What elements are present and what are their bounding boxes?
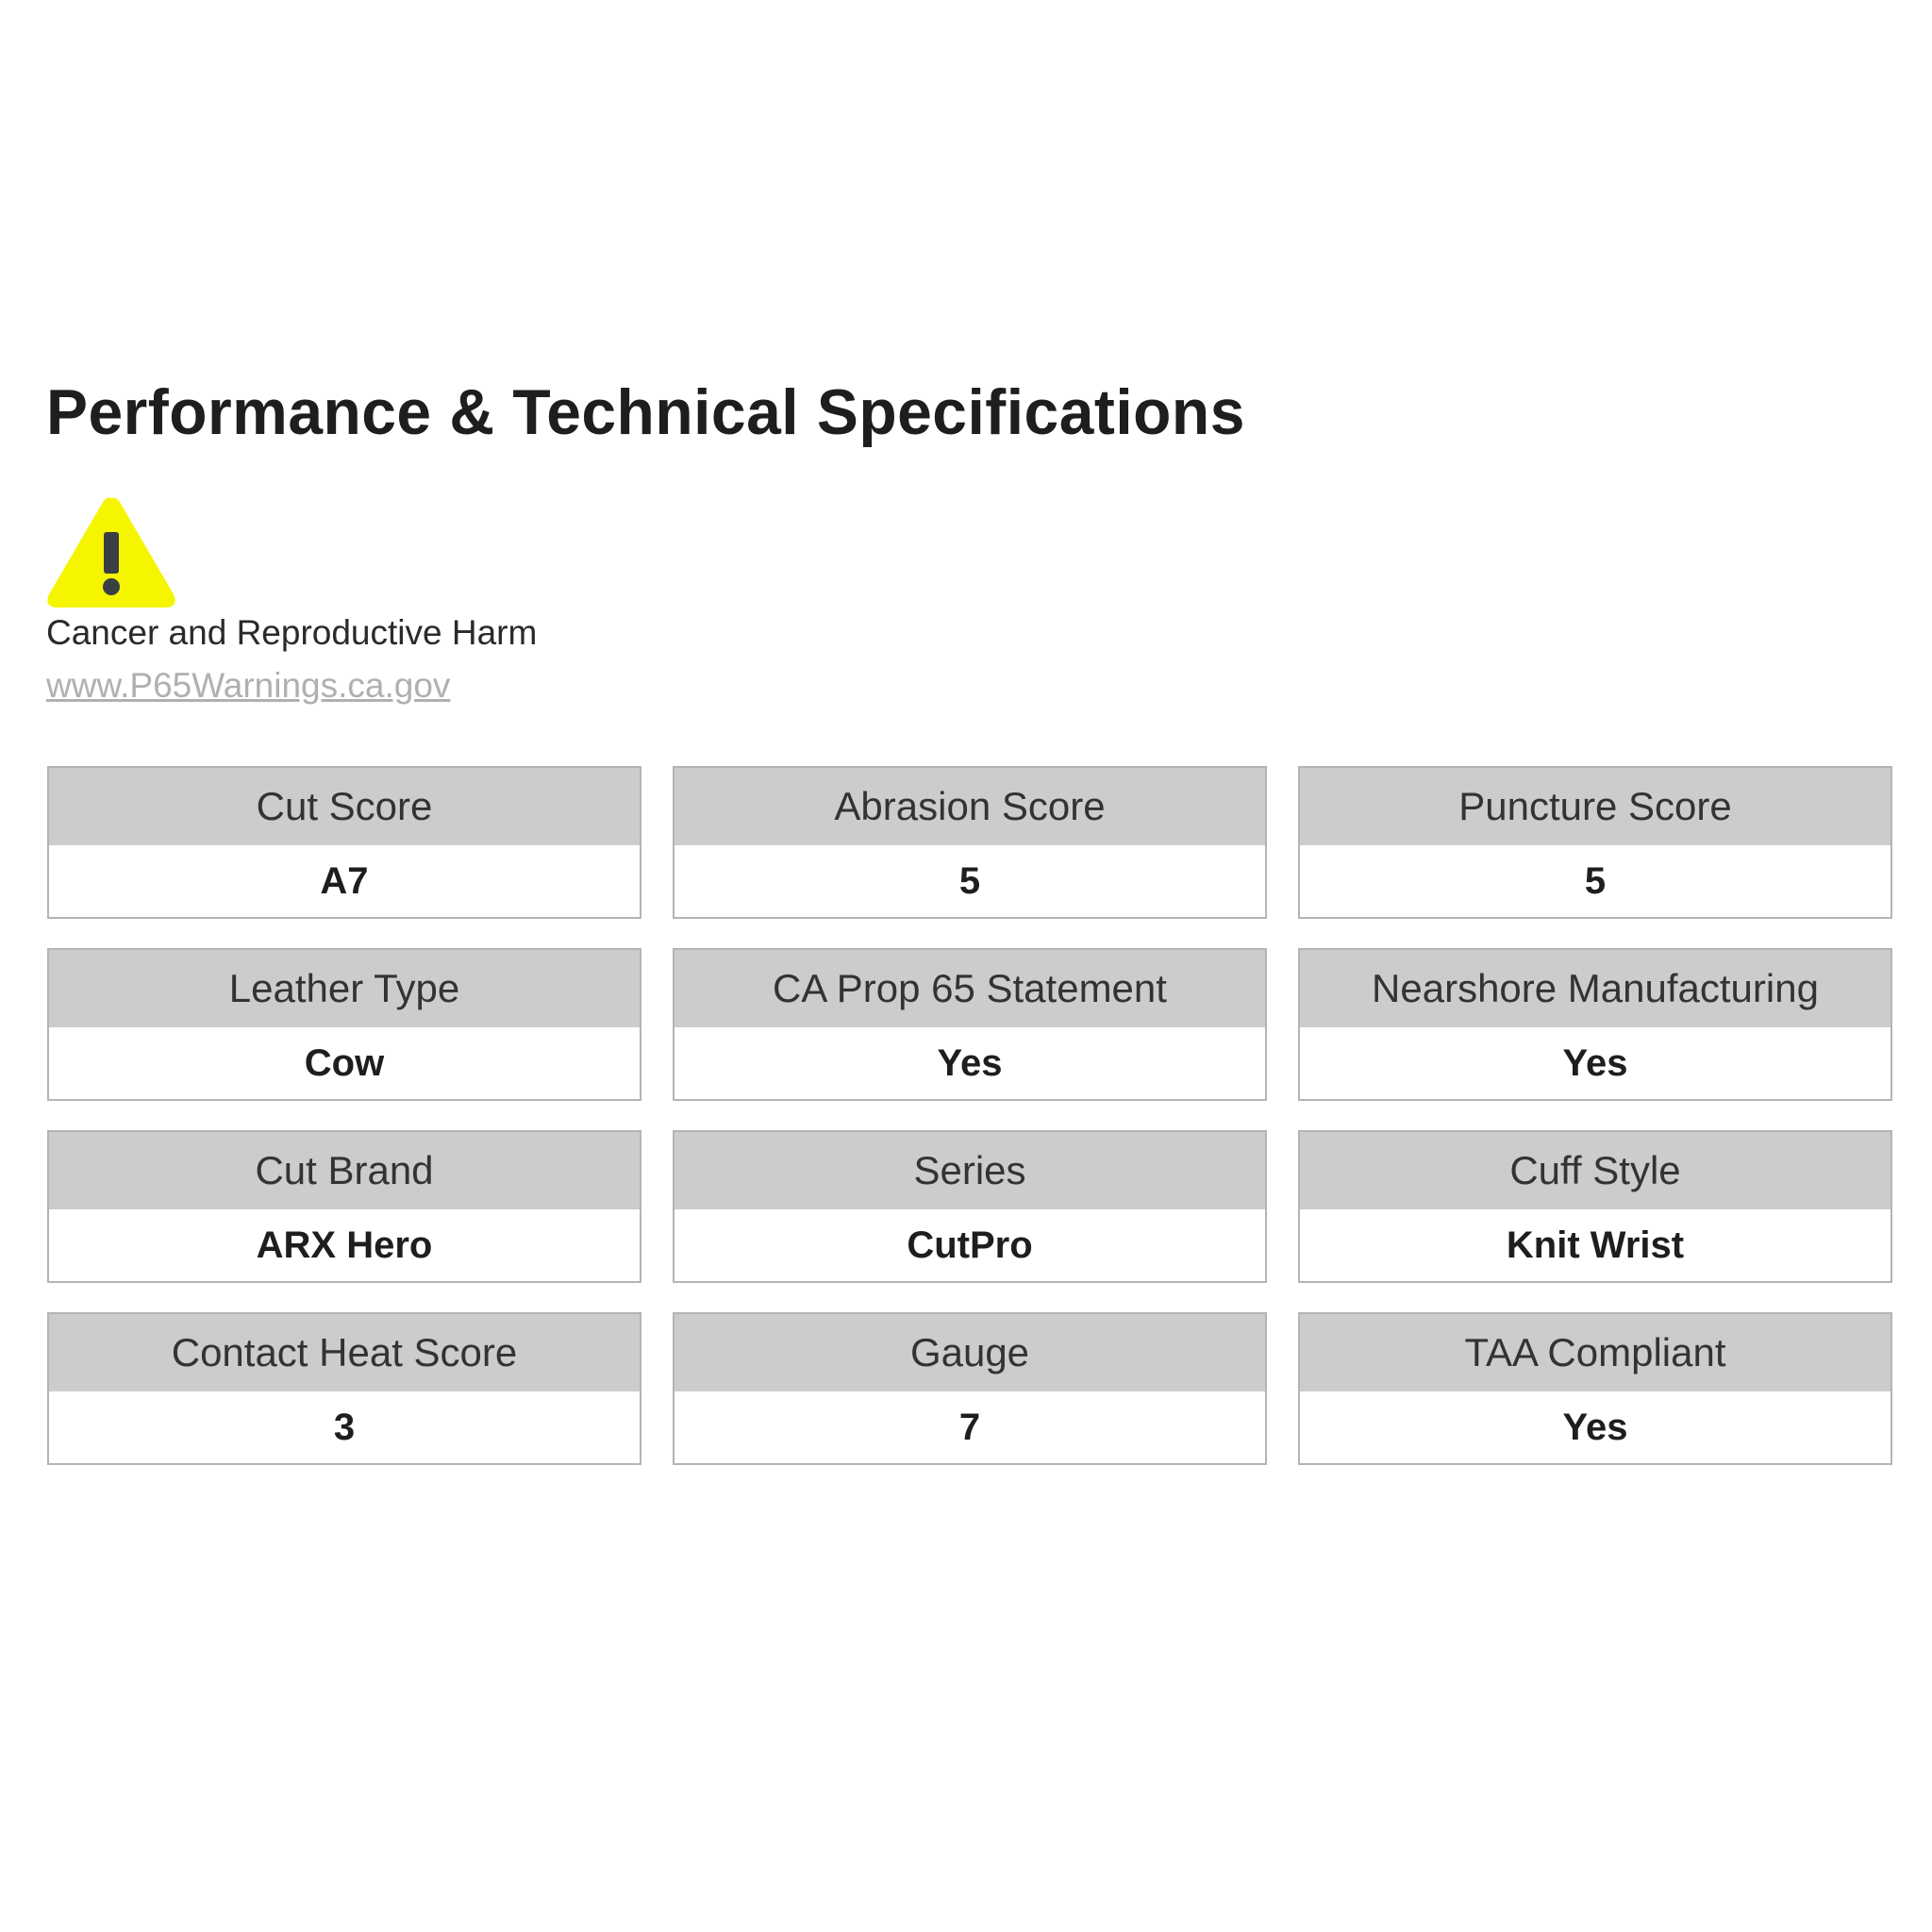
spec-value: A7: [320, 859, 369, 902]
spec-card: Nearshore Manufacturing Yes: [1298, 948, 1892, 1101]
spec-value: ARX Hero: [256, 1224, 433, 1266]
page-title: Performance & Technical Specifications: [46, 376, 1245, 448]
spec-value: 5: [1584, 859, 1607, 902]
spec-value: Cow: [304, 1041, 385, 1084]
spec-value: Yes: [1562, 1406, 1628, 1448]
spec-value: 3: [333, 1406, 356, 1448]
spec-value: Yes: [1562, 1041, 1628, 1084]
spec-card: Cuff Style Knit Wrist: [1298, 1130, 1892, 1283]
spec-card: Puncture Score 5: [1298, 766, 1892, 919]
spec-card: CA Prop 65 Statement Yes: [673, 948, 1267, 1101]
spec-label: Abrasion Score: [675, 768, 1265, 845]
spec-label: Cuff Style: [1300, 1132, 1890, 1209]
spec-card: Contact Heat Score 3: [47, 1312, 641, 1465]
warning-text: Cancer and Reproductive Harm: [46, 613, 538, 652]
spec-label: CA Prop 65 Statement: [675, 950, 1265, 1027]
spec-label: Series: [675, 1132, 1265, 1209]
spec-value: CutPro: [907, 1224, 1033, 1266]
warning-triangle-icon: [47, 497, 175, 608]
spec-value: Knit Wrist: [1506, 1224, 1685, 1266]
spec-label: TAA Compliant: [1300, 1314, 1890, 1391]
spec-card: Cut Score A7: [47, 766, 641, 919]
spec-value: 5: [958, 859, 981, 902]
spec-label: Cut Score: [49, 768, 640, 845]
spec-card: TAA Compliant Yes: [1298, 1312, 1892, 1465]
spec-label: Leather Type: [49, 950, 640, 1027]
spec-card: Abrasion Score 5: [673, 766, 1267, 919]
spec-value: Yes: [937, 1041, 1003, 1084]
spec-label: Nearshore Manufacturing: [1300, 950, 1890, 1027]
spec-card: Gauge 7: [673, 1312, 1267, 1465]
spec-card: Leather Type Cow: [47, 948, 641, 1101]
spec-card: Cut Brand ARX Hero: [47, 1130, 641, 1283]
spec-label: Cut Brand: [49, 1132, 640, 1209]
spec-card: Series CutPro: [673, 1130, 1267, 1283]
spec-label: Puncture Score: [1300, 768, 1890, 845]
p65-warnings-link[interactable]: www.P65Warnings.ca.gov: [46, 666, 451, 705]
specs-grid: Cut Score A7 Abrasion Score 5 Puncture Score…: [47, 766, 1894, 1465]
spec-value: 7: [958, 1406, 981, 1448]
spec-label: Gauge: [675, 1314, 1265, 1391]
spec-label: Contact Heat Score: [49, 1314, 640, 1391]
